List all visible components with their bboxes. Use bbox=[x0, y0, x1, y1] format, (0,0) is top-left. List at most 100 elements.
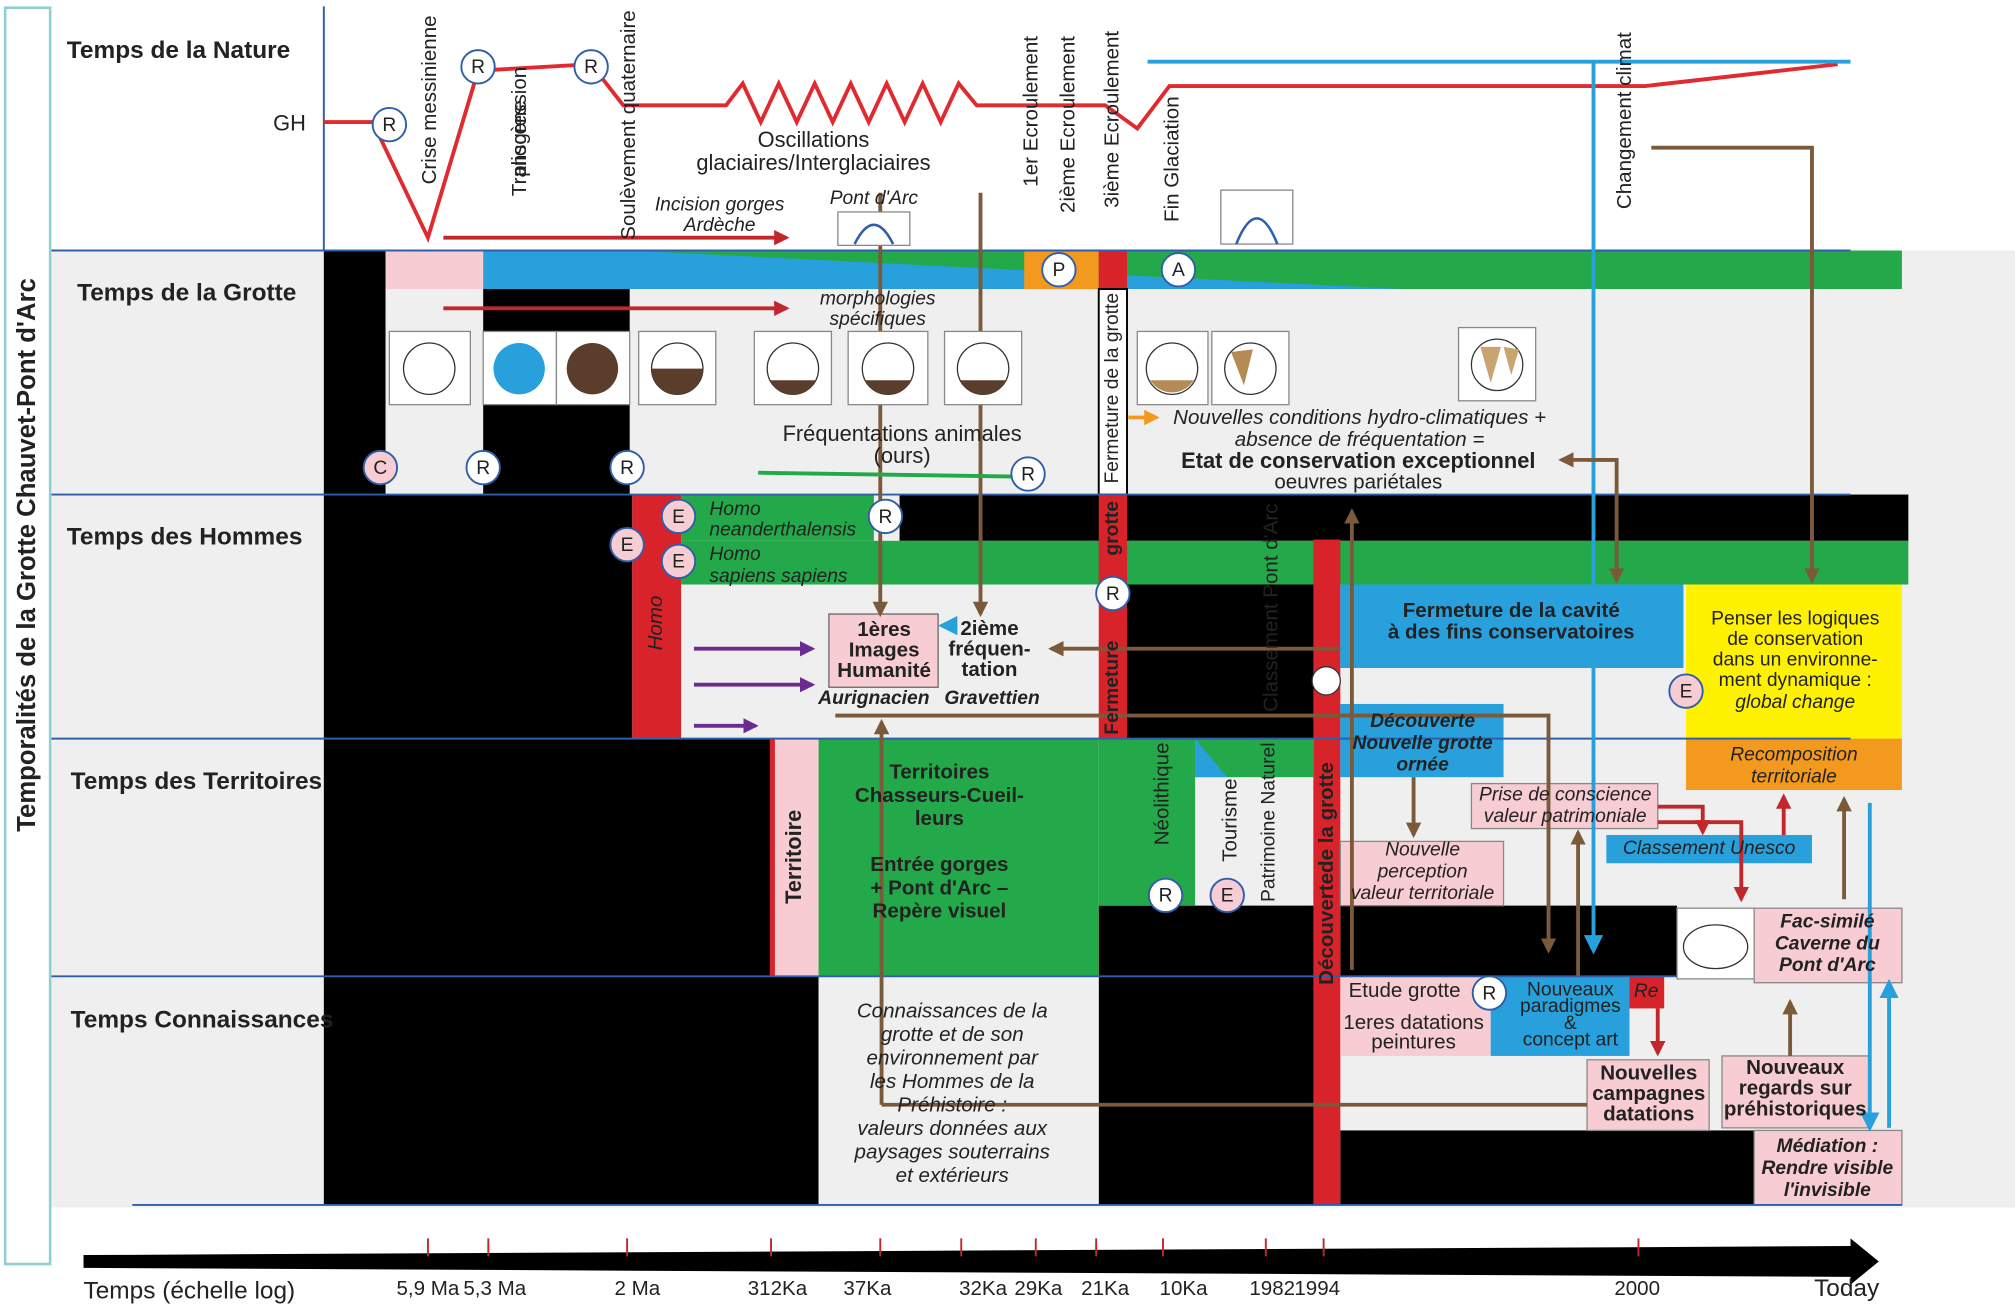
tick-label: 37Ka bbox=[843, 1277, 892, 1300]
label: oeuvres pariétales bbox=[1274, 470, 1442, 493]
axis-label: Temps (échelle log) bbox=[84, 1278, 296, 1305]
row-label: Temps des Hommes bbox=[67, 524, 303, 551]
vertical-title: Temporalités de la Grotte Chauvet-Pont d… bbox=[13, 278, 41, 832]
label: peintures bbox=[1371, 1031, 1456, 1054]
row-label: Temps Connaissances bbox=[71, 1007, 334, 1034]
marker-letter: R bbox=[584, 57, 598, 78]
tick-label: 312Ka bbox=[748, 1277, 808, 1300]
tick-label: 5,9 Ma bbox=[397, 1277, 460, 1300]
label: Homo bbox=[644, 596, 667, 651]
label: Classement Pont d'Arc bbox=[1260, 504, 1283, 712]
label: + Pont d'Arc – bbox=[870, 876, 1008, 899]
marker-letter: R bbox=[1106, 584, 1120, 605]
label: 3ième Ecroulement bbox=[1100, 31, 1123, 208]
marker-letter: R bbox=[620, 458, 634, 479]
label: ment dynamique : bbox=[1719, 670, 1872, 691]
label: Homo bbox=[709, 499, 761, 520]
label: Préhistoire : bbox=[897, 1094, 1007, 1117]
label: Classement Unesco bbox=[1623, 838, 1796, 859]
label: glaciaires/Interglaciaires bbox=[696, 150, 930, 175]
tick-label: 1982 bbox=[1249, 1277, 1295, 1300]
label: datations bbox=[1603, 1102, 1694, 1125]
label: Recomposition bbox=[1730, 744, 1857, 765]
page: Temporalités de la Grotte Chauvet-Pont d… bbox=[0, 0, 2015, 1309]
icon bbox=[1221, 190, 1293, 244]
label: Nouvelle bbox=[1385, 839, 1460, 860]
label: Territoires bbox=[889, 761, 989, 784]
label: neanderthalensis bbox=[709, 520, 856, 541]
label: Découverte bbox=[1370, 711, 1475, 732]
icon bbox=[838, 212, 910, 245]
label: Re bbox=[1634, 981, 1659, 1002]
label: GH bbox=[273, 110, 306, 135]
label: Chasseurs-Cueil- bbox=[855, 784, 1024, 807]
label: Changement climat bbox=[1613, 32, 1636, 209]
label: Aurignacien bbox=[817, 688, 929, 709]
diagram: Temporalités de la Grotte Chauvet-Pont d… bbox=[0, 0, 2015, 1309]
label: 2ième bbox=[960, 617, 1018, 640]
label: préhistoriques bbox=[1724, 1097, 1867, 1120]
label: valeur patrimoniale bbox=[1484, 806, 1647, 827]
label: Etude grotte bbox=[1349, 979, 1461, 1002]
label: leurs bbox=[915, 807, 964, 830]
label: Fermeture de la grotte bbox=[1102, 293, 1123, 484]
marker-letter: R bbox=[1021, 464, 1035, 485]
icon bbox=[1683, 925, 1747, 969]
label: l'invisible bbox=[1784, 1180, 1871, 1201]
label: perception bbox=[1377, 861, 1468, 882]
label: Territoire bbox=[781, 810, 806, 904]
label: Penser les logiques bbox=[1711, 608, 1879, 629]
tick-label: Today bbox=[1814, 1275, 1880, 1302]
row-label: Temps de la Grotte bbox=[77, 280, 296, 307]
label: et extérieurs bbox=[896, 1164, 1009, 1187]
band bbox=[681, 541, 1908, 585]
label: Découvertede la grotte bbox=[1315, 762, 1338, 985]
label: Gravettien bbox=[944, 688, 1039, 709]
marker-letter: E bbox=[1680, 681, 1693, 702]
label: valeurs données aux bbox=[857, 1117, 1047, 1140]
label: Ardèche bbox=[683, 215, 756, 236]
label: dans un environne- bbox=[1713, 649, 1878, 670]
label: Néolithique bbox=[1150, 742, 1173, 845]
marker-letter: R bbox=[382, 115, 396, 136]
label: valeur territoriale bbox=[1351, 883, 1495, 904]
tick-label: 29Ka bbox=[1014, 1277, 1063, 1300]
row-label: Temps de la Nature bbox=[67, 37, 290, 64]
marker-letter: E bbox=[672, 552, 685, 573]
label: Soulèvement quaternaire bbox=[617, 10, 640, 240]
label: Fac-similé bbox=[1780, 911, 1875, 932]
marker-letter: A bbox=[1172, 260, 1185, 281]
label: campagnes bbox=[1592, 1082, 1705, 1105]
label: Repère visuel bbox=[873, 899, 1007, 922]
label: Tourisme bbox=[1219, 778, 1242, 861]
tick-label: 10Ka bbox=[1160, 1277, 1209, 1300]
label: Patrimoine Naturel bbox=[1259, 742, 1280, 902]
label: Médiation : bbox=[1777, 1136, 1879, 1157]
label: grotte et de son bbox=[881, 1023, 1024, 1046]
label: Pont d'Arc bbox=[1779, 955, 1876, 976]
label: regards sur bbox=[1739, 1077, 1852, 1100]
marker bbox=[1312, 667, 1340, 695]
label: Fermeture bbox=[1102, 640, 1123, 734]
label: concept art bbox=[1523, 1030, 1619, 1051]
label: tation bbox=[962, 658, 1018, 681]
label: territoriale bbox=[1751, 766, 1837, 787]
label: Prise de conscience bbox=[1479, 784, 1651, 805]
label: morphologies bbox=[820, 288, 936, 309]
label: Nouvelles conditions hydro-climatiques + bbox=[1173, 406, 1546, 429]
label: Rendre visible bbox=[1762, 1158, 1894, 1179]
label: ornée bbox=[1396, 755, 1449, 776]
label: Entrée gorges bbox=[870, 853, 1008, 876]
label: Connaissances de la bbox=[857, 1000, 1048, 1023]
label: sapiens sapiens bbox=[709, 566, 848, 587]
label: Crise messinienne bbox=[418, 15, 441, 184]
nature-curve bbox=[324, 64, 1838, 237]
label: à des fins conservatoires bbox=[1388, 621, 1635, 644]
label: les Hommes de la bbox=[870, 1070, 1034, 1093]
row-label: Temps des Territoires bbox=[71, 768, 322, 795]
marker-letter: R bbox=[471, 57, 485, 78]
label: paysages souterrains bbox=[854, 1141, 1050, 1164]
tick-label: 2000 bbox=[1614, 1277, 1660, 1300]
marker-letter: E bbox=[1221, 886, 1234, 907]
label: Images bbox=[849, 639, 920, 662]
